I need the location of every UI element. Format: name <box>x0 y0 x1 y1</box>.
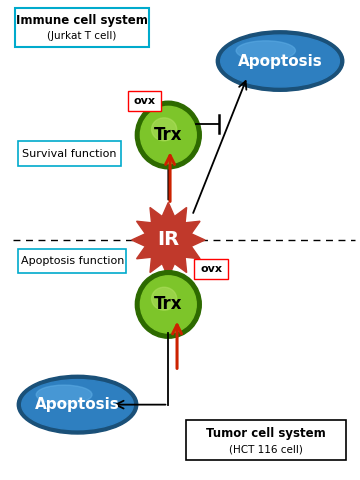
Text: (Jurkat T cell): (Jurkat T cell) <box>47 31 117 41</box>
FancyBboxPatch shape <box>15 8 149 47</box>
FancyBboxPatch shape <box>186 420 346 460</box>
Ellipse shape <box>135 101 201 169</box>
FancyBboxPatch shape <box>194 259 228 279</box>
Ellipse shape <box>152 287 177 310</box>
Ellipse shape <box>221 35 339 87</box>
Polygon shape <box>132 203 205 277</box>
Text: Trx: Trx <box>154 295 183 313</box>
Ellipse shape <box>22 380 134 430</box>
Text: Apoptosis function: Apoptosis function <box>21 256 124 266</box>
FancyBboxPatch shape <box>18 141 121 166</box>
Ellipse shape <box>36 385 92 404</box>
Text: Trx: Trx <box>154 126 183 144</box>
Text: IR: IR <box>157 230 179 250</box>
Text: Tumor cell system: Tumor cell system <box>206 427 326 440</box>
Ellipse shape <box>135 271 201 338</box>
Text: Immune cell system: Immune cell system <box>16 13 148 26</box>
Text: ovx: ovx <box>200 264 222 274</box>
FancyBboxPatch shape <box>18 249 126 274</box>
Ellipse shape <box>236 41 296 60</box>
Text: Survival function: Survival function <box>22 149 117 158</box>
Text: Apoptosis: Apoptosis <box>35 397 120 412</box>
Text: Apoptosis: Apoptosis <box>238 54 323 69</box>
Ellipse shape <box>17 375 138 434</box>
Ellipse shape <box>140 107 196 164</box>
Text: (HCT 116 cell): (HCT 116 cell) <box>229 444 303 455</box>
Text: ovx: ovx <box>134 96 156 106</box>
Ellipse shape <box>216 31 344 91</box>
Ellipse shape <box>140 276 196 333</box>
Ellipse shape <box>152 118 177 141</box>
FancyBboxPatch shape <box>128 91 161 111</box>
